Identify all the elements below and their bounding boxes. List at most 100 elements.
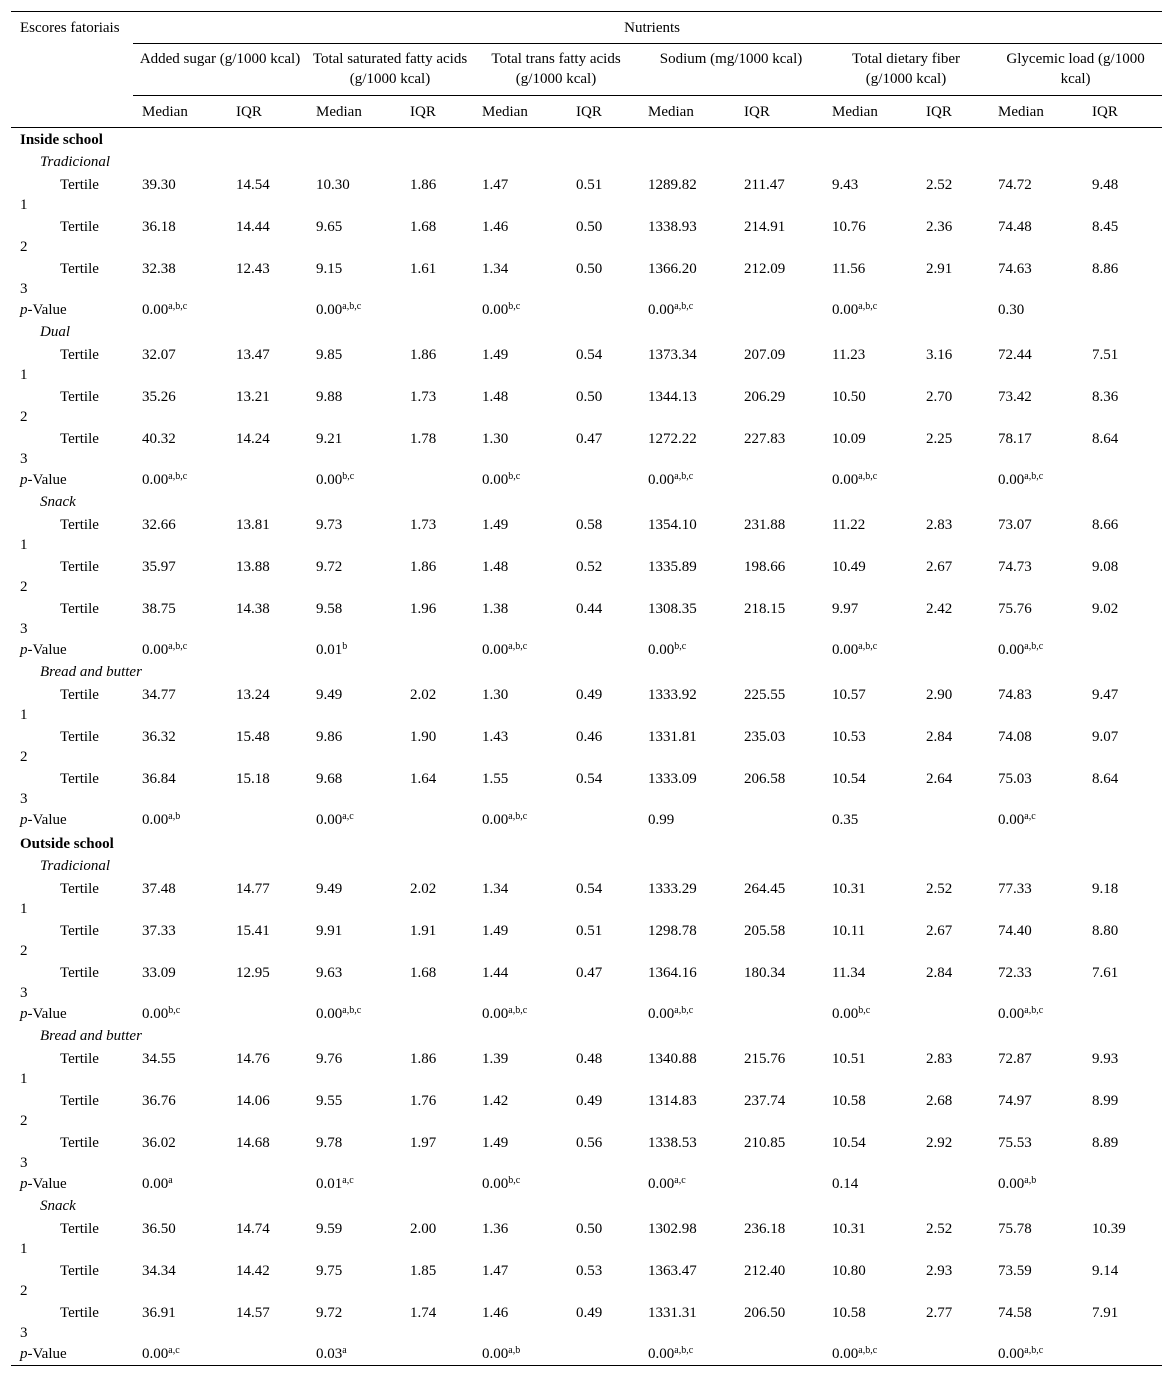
significance: b,c	[858, 1004, 871, 1016]
value-cell: 0.49	[576, 1092, 603, 1109]
value-cell: 0.53	[576, 1262, 603, 1279]
pvalue-cell: 0.30	[989, 300, 1162, 322]
stat-header: IQR	[926, 104, 952, 120]
row-label: Tertile 2	[20, 558, 99, 595]
pvalue-cell: 0.01b	[307, 640, 473, 662]
pvalue: 0.00	[648, 301, 675, 318]
section-title: Outside school	[20, 835, 114, 852]
row-label: Tertile 2	[20, 388, 99, 425]
value-cell: 39.30	[142, 176, 176, 193]
value-cell: 11.34	[832, 964, 866, 981]
value-cell: 8.99	[1092, 1092, 1119, 1109]
tertile-row: Tertile 2 35.26 13.21 9.88 1.73 1.48 0.50 1344.…	[11, 386, 1162, 428]
tertile-row: Tertile 2 36.32 15.48 9.86 1.90 1.43 0.46 1331.…	[11, 726, 1162, 768]
value-cell: 206.50	[744, 1304, 786, 1321]
value-cell: 1344.13	[648, 388, 697, 405]
row-label: p-Value	[20, 471, 67, 488]
value-cell: 9.65	[316, 218, 343, 235]
pvalue: 0.00	[648, 641, 675, 658]
pvalue: 0.00	[998, 811, 1025, 828]
significance: a,b,c	[508, 810, 528, 822]
value-cell: 0.50	[576, 260, 603, 277]
value-cell: 1.86	[410, 558, 437, 575]
value-cell: 0.44	[576, 600, 603, 617]
value-cell: 8.80	[1092, 922, 1119, 939]
nutrient-header: Sodium (mg/1000 kcal)	[659, 51, 803, 67]
pvalue-cell: 0.00a,b,c	[307, 1004, 473, 1026]
value-cell: 74.83	[998, 686, 1032, 703]
value-cell: 37.48	[142, 880, 176, 897]
pvalue: 0.00	[316, 471, 343, 488]
value-cell: 9.68	[316, 770, 343, 787]
value-cell: 9.14	[1092, 1262, 1119, 1279]
value-cell: 14.44	[236, 218, 270, 235]
pvalue: 0.00	[142, 471, 169, 488]
pvalue-cell: 0.99	[639, 810, 823, 832]
table-header: Escores fatoriais Nutrients Added sugar …	[11, 11, 1163, 128]
significance: a,b,c	[858, 300, 878, 312]
value-cell: 1.47	[482, 176, 509, 193]
pvalue-cell: 0.00a,c	[639, 1174, 823, 1196]
stat-header: IQR	[410, 104, 436, 120]
row-label: p-Value	[20, 301, 67, 318]
tertile-row: Tertile 2 37.33 15.41 9.91 1.91 1.49 0.51 1298.…	[11, 920, 1162, 962]
pvalue: 0.99	[648, 811, 675, 828]
pvalue: 0.00	[832, 1005, 859, 1022]
row-label: Tertile 2	[20, 218, 99, 255]
significance: a,b,c	[858, 640, 878, 652]
row-label: Tertile 1	[20, 176, 99, 213]
corner-header: Escores fatoriais	[11, 11, 133, 128]
value-cell: 74.63	[998, 260, 1032, 277]
value-cell: 1.97	[410, 1134, 437, 1151]
value-cell: 32.07	[142, 346, 176, 363]
value-cell: 2.00	[410, 1220, 437, 1237]
row-label: Tertile 3	[20, 964, 99, 1001]
significance: a,b	[508, 1344, 521, 1356]
value-cell: 212.40	[744, 1262, 786, 1279]
pvalue: 0.14	[832, 1175, 859, 1192]
pvalue: 0.00	[832, 641, 859, 658]
stat-header: Median	[482, 104, 528, 120]
pvalue: 0.00	[998, 641, 1025, 658]
nutrient-header: Total saturated fatty acids (g/1000 kcal…	[312, 51, 468, 87]
pvalue: 0.00	[648, 1005, 675, 1022]
row-label: Tertile 2	[20, 728, 99, 765]
value-cell: 2.70	[926, 388, 953, 405]
value-cell: 72.33	[998, 964, 1032, 981]
pvalue: 0.00	[482, 1005, 509, 1022]
value-cell: 9.86	[316, 728, 343, 745]
significance: a,b,c	[674, 470, 694, 482]
value-cell: 1.34	[482, 880, 509, 897]
value-cell: 2.93	[926, 1262, 953, 1279]
pvalue-cell: 0.14	[823, 1174, 989, 1196]
stat-header: Median	[316, 104, 362, 120]
pvalue: 0.00	[648, 1175, 675, 1192]
value-cell: 36.32	[142, 728, 176, 745]
value-cell: 74.58	[998, 1304, 1032, 1321]
value-cell: 14.54	[236, 176, 270, 193]
value-cell: 36.91	[142, 1304, 176, 1321]
value-cell: 2.91	[926, 260, 953, 277]
group-row: Bread and butter	[11, 1026, 1162, 1048]
value-cell: 11.22	[832, 516, 866, 533]
value-cell: 1.39	[482, 1050, 509, 1067]
value-cell: 1331.31	[648, 1304, 697, 1321]
value-cell: 9.85	[316, 346, 343, 363]
pvalue: 0.00	[482, 641, 509, 658]
value-cell: 77.33	[998, 880, 1032, 897]
value-cell: 1314.83	[648, 1092, 697, 1109]
stat-header: Median	[142, 104, 188, 120]
nutrient-header: Glycemic load (g/1000 kcal)	[1006, 51, 1145, 87]
value-cell: 1363.47	[648, 1262, 697, 1279]
row-label: Tertile 1	[20, 516, 99, 553]
pvalue: 0.35	[832, 811, 859, 828]
value-cell: 1366.20	[648, 260, 697, 277]
value-cell: 11.23	[832, 346, 866, 363]
value-cell: 9.08	[1092, 558, 1119, 575]
value-cell: 1.46	[482, 1304, 509, 1321]
value-cell: 1.86	[410, 1050, 437, 1067]
value-cell: 1289.82	[648, 176, 697, 193]
value-cell: 2.02	[410, 880, 437, 897]
value-cell: 1333.92	[648, 686, 697, 703]
